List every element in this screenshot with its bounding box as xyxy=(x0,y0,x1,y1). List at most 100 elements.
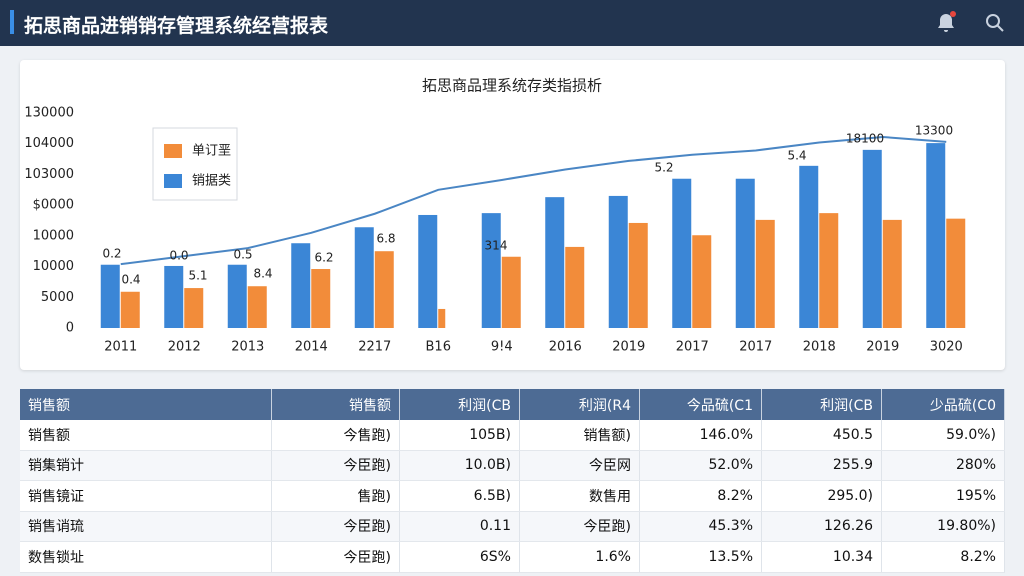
table-cell: 售跑) xyxy=(271,480,400,512)
table-cell: 6S% xyxy=(399,541,520,573)
page-title: 拓思商品进销销存管理系统经营报表 xyxy=(24,15,329,37)
y-tick-label: 0 xyxy=(66,321,74,336)
bar xyxy=(628,222,648,328)
y-tick-label: 10000 xyxy=(33,228,74,243)
table-cell: 45.3% xyxy=(639,511,762,542)
table-row: 销售诮琉 今臣跑) 0.11 今臣跑) 45.3% 126.26 19.80%) xyxy=(20,511,1005,542)
table-cell: 今售跑) xyxy=(271,420,400,451)
bar xyxy=(882,219,902,328)
header-row: 销售额 销售额 利润(CB 利润(R4 今品硫(C1 利润(CB 少品硫(C0 xyxy=(20,389,1005,420)
x-tick-label: 2011 xyxy=(104,340,137,355)
bar xyxy=(565,246,585,328)
bar xyxy=(481,213,501,328)
annotation: 314 xyxy=(485,239,508,253)
annotation: 6.8 xyxy=(376,232,395,246)
table-cell: 销售额 xyxy=(20,420,272,451)
annotation: 6.2 xyxy=(314,251,333,265)
bar xyxy=(819,213,839,328)
bar xyxy=(799,165,819,328)
table-cell: 销售额) xyxy=(519,420,640,451)
bar xyxy=(354,227,374,328)
annotation: 5.4 xyxy=(787,149,806,163)
header-cell: 少品硫(C0 xyxy=(881,389,1005,420)
table-cell: 52.0% xyxy=(639,450,762,481)
table-cell: 255.9 xyxy=(761,450,882,481)
y-tick-label: 5000 xyxy=(41,290,74,305)
x-tick-label: 2017 xyxy=(739,340,772,355)
y-tick-label: 103000 xyxy=(24,167,74,182)
line xyxy=(120,135,947,266)
annotation: 0.0 xyxy=(169,249,188,263)
annotation: 13300 xyxy=(915,124,953,138)
table-cell: 今臣跑) xyxy=(271,541,400,573)
bar xyxy=(374,251,394,328)
bar xyxy=(291,243,311,328)
bar xyxy=(926,143,946,328)
bar xyxy=(501,256,521,328)
table-cell: 1.6% xyxy=(519,541,640,573)
search-icon[interactable] xyxy=(984,12,1006,34)
x-tick-label: 2019 xyxy=(612,340,645,355)
annotation: 5.1 xyxy=(188,269,207,283)
bar xyxy=(672,178,692,328)
x-tick-label: B16 xyxy=(426,340,451,355)
table-cell: 295.0) xyxy=(761,480,882,512)
bar xyxy=(545,197,565,328)
table-cell: 280% xyxy=(881,450,1005,481)
top-bar: 拓思商品进销销存管理系统经营报表 xyxy=(0,0,1024,46)
bar xyxy=(692,235,712,328)
y-tick-label: $0000 xyxy=(33,198,74,213)
table-cell: 6.5B) xyxy=(399,480,520,512)
table-cell: 195% xyxy=(881,480,1005,512)
bar xyxy=(120,291,140,328)
bell-icon[interactable] xyxy=(934,11,958,35)
header-cell: 利润(CB xyxy=(399,389,520,420)
table-cell: 今臣网 xyxy=(519,450,640,481)
y-tick-label: 10000 xyxy=(33,259,74,274)
x-tick-label: 2017 xyxy=(676,340,709,355)
bar xyxy=(100,264,120,328)
chart: 拓思商品理系统存类指损析 0 5000 10000 10000 $0000 103000 1… xyxy=(24,77,966,355)
bar xyxy=(164,265,184,328)
bar xyxy=(755,219,775,328)
bar xyxy=(311,269,331,328)
table-cell: 销售诮琉 xyxy=(20,511,272,542)
annotation: 0.2 xyxy=(102,247,121,261)
header-cell: 利润(CB xyxy=(761,389,882,420)
x-tick-label: 2014 xyxy=(295,340,328,355)
table-cell: 数售用 xyxy=(519,480,640,512)
annotation: 8.4 xyxy=(253,267,272,281)
header-cell: 今品硫(C1 xyxy=(639,389,762,420)
annotation: 0.5 xyxy=(233,248,252,262)
bar xyxy=(184,288,204,328)
bar xyxy=(438,308,446,328)
table-row: 销售额 今售跑) 105B) 销售额) 146.0% 450.5 59.0%) xyxy=(20,420,1005,451)
legend-swatch xyxy=(164,174,182,188)
bar xyxy=(862,149,882,328)
header-cell: 利润(R4 xyxy=(519,389,640,420)
annotation: 0.4 xyxy=(121,273,140,287)
table-cell: 146.0% xyxy=(639,420,762,451)
table-cell: 13.5% xyxy=(639,541,762,573)
table-cell: 10.0B) xyxy=(399,450,520,481)
x-tick-label: 3020 xyxy=(930,340,963,355)
table-cell: 销集销计 xyxy=(20,450,272,481)
table-row: 销集销计 今臣跑) 10.0B) 今臣网 52.0% 255.9 280% xyxy=(20,450,1005,481)
table-cell: 10.34 xyxy=(761,541,882,573)
table-row: 销售镜证 售跑) 6.5B) 数售用 8.2% 295.0) 195% xyxy=(20,480,1005,512)
data-table: 销售额 销售额 利润(CB 利润(R4 今品硫(C1 利润(CB 少品硫(C0 销售额 今售跑… xyxy=(20,389,1005,573)
table-cell: 数售锁址 xyxy=(20,541,272,573)
bar xyxy=(227,264,247,328)
annotation: 18100 xyxy=(846,132,884,146)
x-tick-label: 2016 xyxy=(549,340,582,355)
annotation: 5.2 xyxy=(654,161,673,175)
bar xyxy=(247,286,267,328)
table-cell: 105B) xyxy=(399,420,520,451)
table-cell: 19.80%) xyxy=(881,511,1005,542)
table-cell: 今臣跑) xyxy=(519,511,640,542)
header-cell: 销售额 xyxy=(271,389,400,420)
chart-title: 拓思商品理系统存类指损析 xyxy=(422,77,602,95)
table-cell: 0.11 xyxy=(399,511,520,542)
table-cell: 8.2% xyxy=(639,480,762,512)
